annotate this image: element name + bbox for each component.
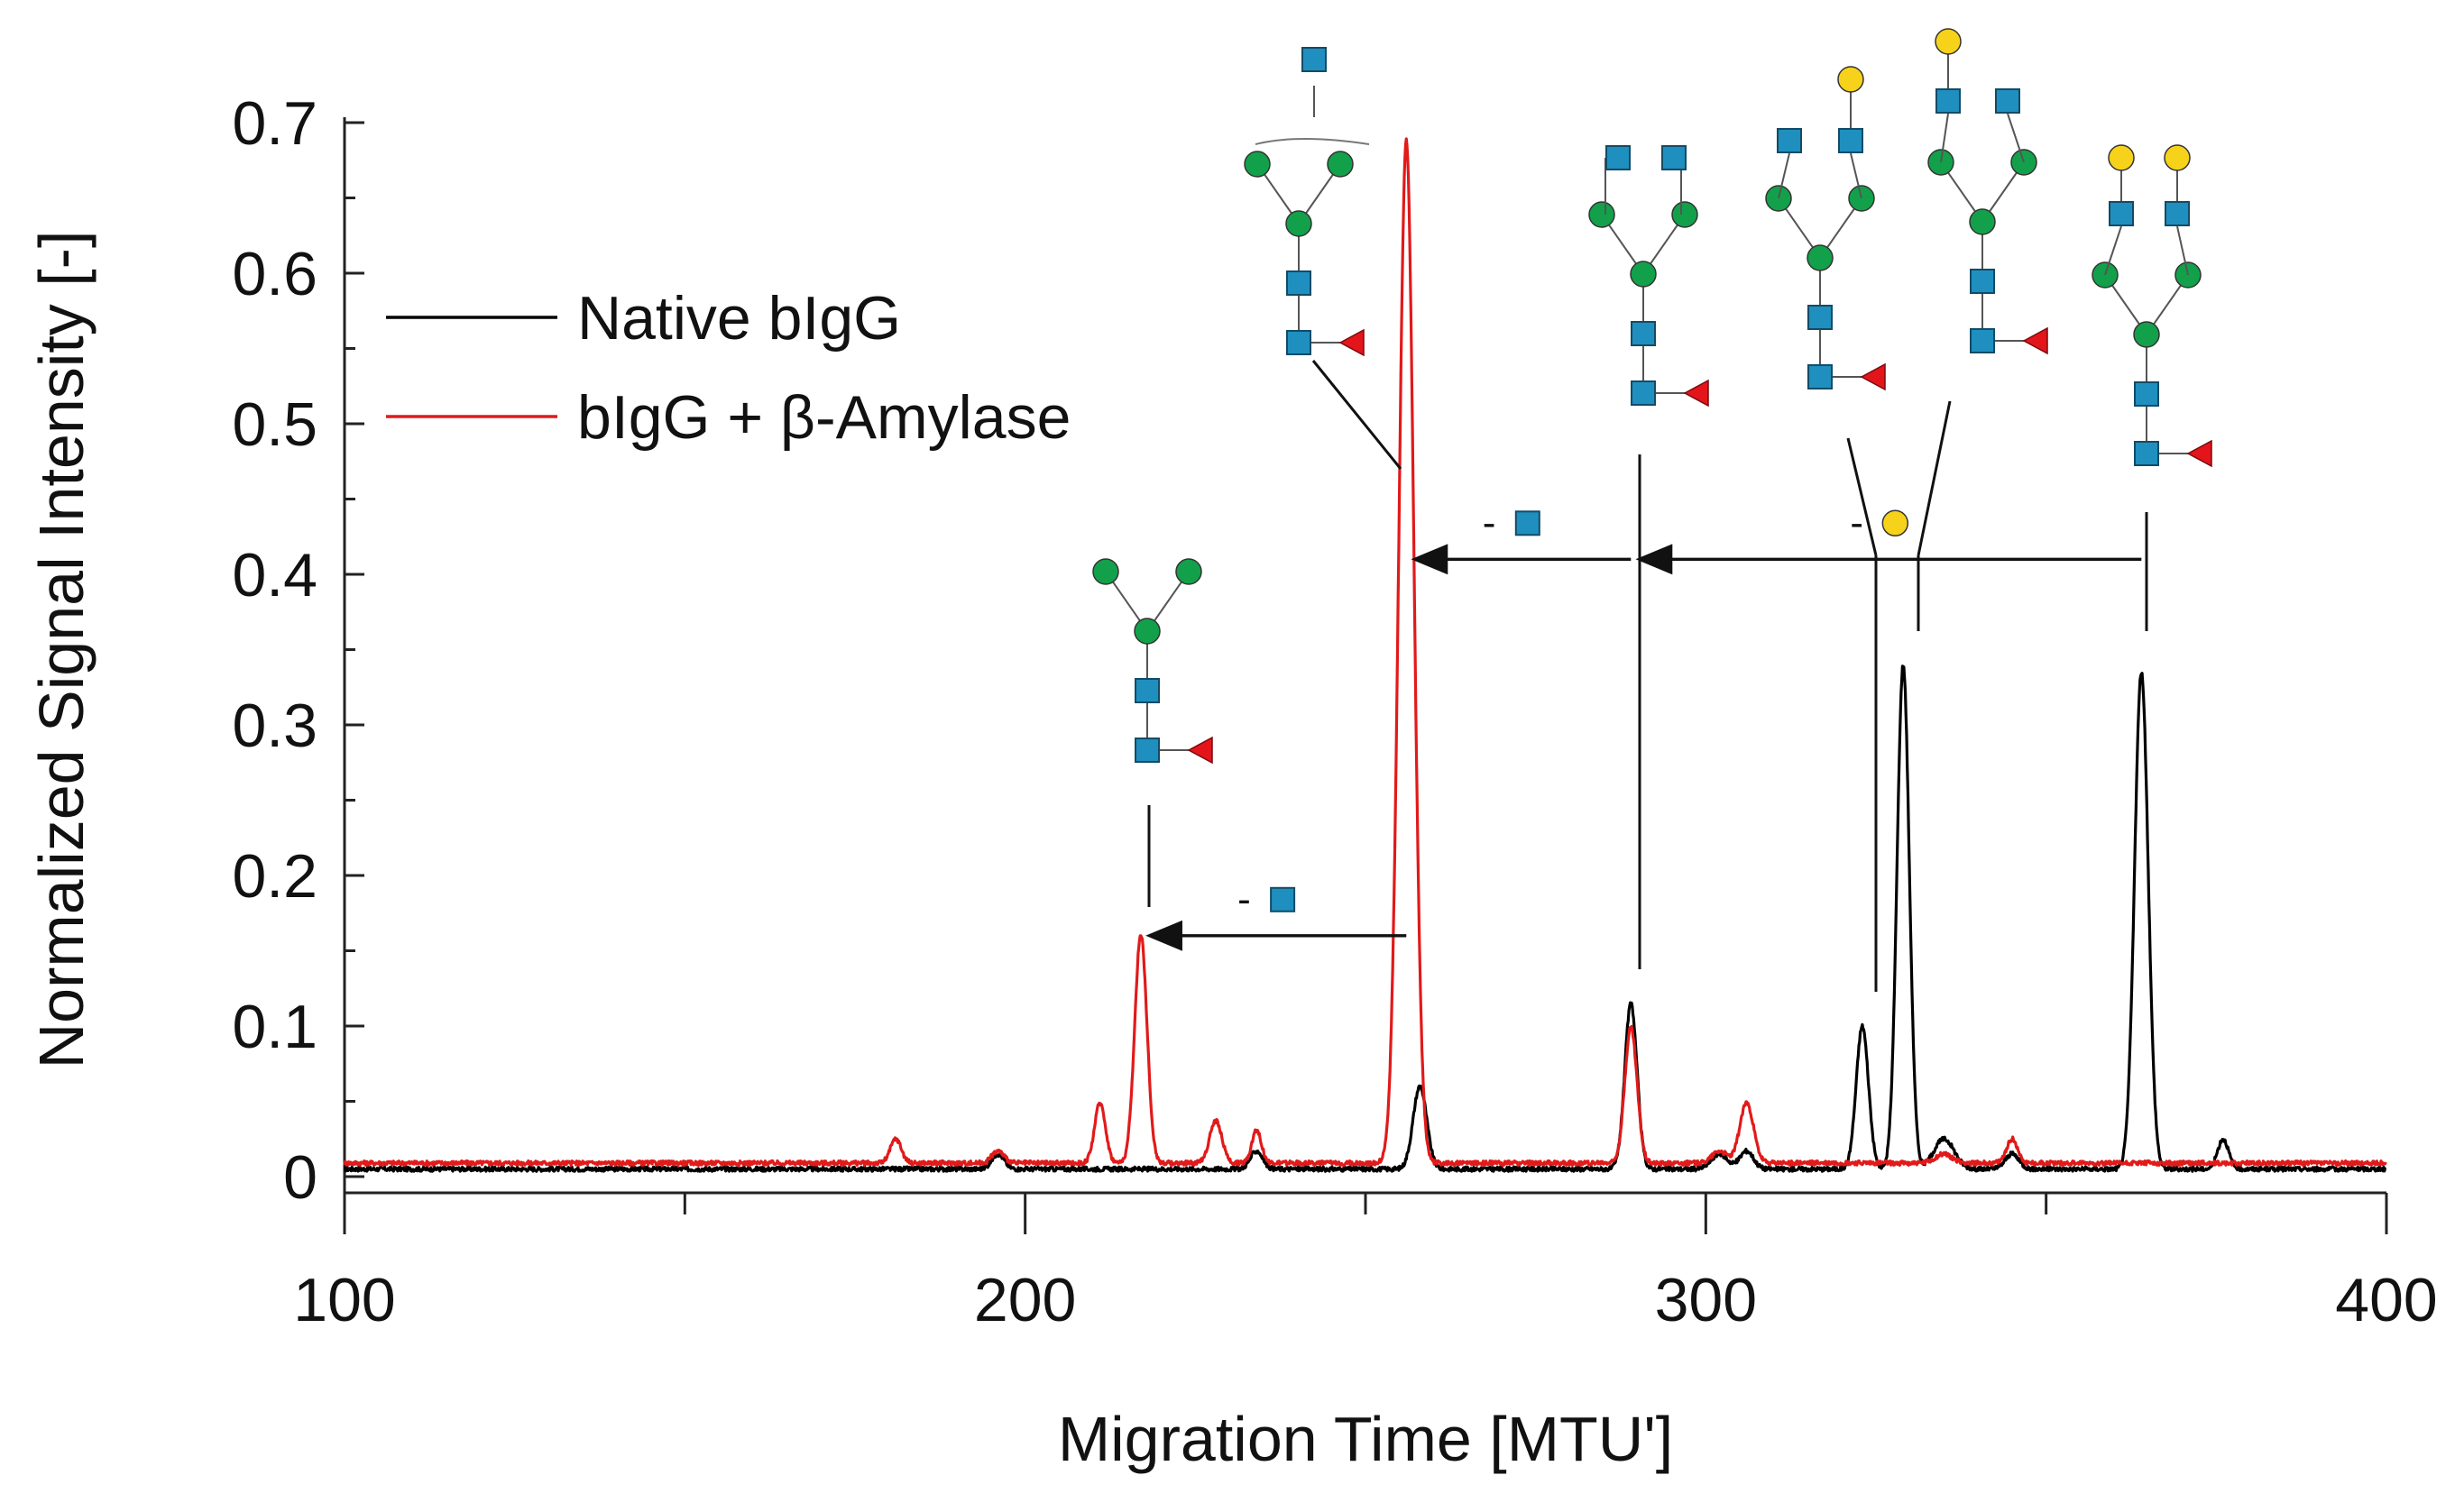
glycan-bond <box>1778 152 1790 199</box>
glcnac-square-icon <box>2134 441 2159 466</box>
glycan-structure-3 <box>1765 66 1886 992</box>
glycan-bond <box>1940 113 1949 163</box>
galactose-circle-icon <box>1837 66 1864 93</box>
fucose-triangle-icon <box>1187 736 1213 765</box>
mannose-circle-icon <box>1327 151 1354 178</box>
glcnac-square-icon <box>1777 128 1802 153</box>
legend-label-1: bIgG + β-Amylase <box>577 383 1071 452</box>
y-tick-label: 0.7 <box>232 89 317 158</box>
axes-layer: 0 0.1 0.2 0.3 0.4 0.5 0.6 0.7 100 200 300 400 Migrat… <box>26 89 2438 1474</box>
series-bigg-beta-amylase <box>343 137 2387 1168</box>
glcnac-square-icon <box>2165 201 2190 226</box>
removed-galactose-icon <box>1881 509 1909 537</box>
glcnac-square-icon <box>1135 678 1160 703</box>
glcnac-square-icon <box>1807 364 1833 389</box>
glcnac-square-icon <box>1286 270 1311 296</box>
removed-glcnac-icon <box>1270 886 1296 912</box>
glycan-structure-5 <box>2092 144 2212 631</box>
galactose-circle-icon <box>2108 144 2135 171</box>
y-tick-label: 0.5 <box>232 390 317 459</box>
glycan-bond <box>2176 225 2189 276</box>
x-tick-label: 400 <box>2335 1266 2437 1334</box>
glycan-bond <box>2104 225 2122 276</box>
galactose-circle-icon <box>2164 144 2191 171</box>
legend: Native bIgG bIgG + β-Amylase <box>386 284 1071 452</box>
glcnac-square-icon <box>1661 145 1687 170</box>
y-tick-label: 0 <box>283 1143 317 1212</box>
glycan-structure-1 <box>1244 47 1402 470</box>
glcnac-square-icon <box>1286 330 1311 355</box>
arrow-minus-label-0: - <box>1850 500 1863 545</box>
glcnac-square-icon <box>1807 305 1833 330</box>
y-tick-label: 0.6 <box>232 240 317 308</box>
structure-pointer <box>1917 400 1952 556</box>
glycan-bond <box>2007 113 2025 163</box>
structure-pointer <box>1311 360 1402 470</box>
glcnac-square-icon <box>1935 88 1961 114</box>
glcnac-square-icon <box>2109 201 2134 226</box>
glcnac-square-icon <box>1631 380 1656 406</box>
y-tick-label: 0.4 <box>232 541 317 609</box>
fucose-triangle-icon <box>1683 379 1709 408</box>
fucose-triangle-icon <box>1860 362 1886 391</box>
x-tick-label: 300 <box>1655 1266 1757 1334</box>
mannose-circle-icon <box>1092 558 1119 585</box>
glycan-structure-4 <box>1917 28 2048 631</box>
mannose-circle-icon <box>1807 244 1834 271</box>
glcnac-square-icon <box>1995 88 2020 114</box>
glcnac-square-icon <box>1605 145 1631 170</box>
glcnac-square-icon <box>1301 47 1327 72</box>
glcnac-square-icon <box>2134 381 2159 407</box>
removed-glcnac-icon <box>1514 510 1540 536</box>
glcnac-square-icon <box>1970 328 1995 353</box>
mannose-circle-icon <box>1671 201 1698 228</box>
y-axis-title: Normalized Signal Intensity [-] <box>26 231 97 1069</box>
y-tick-label: 0.3 <box>232 692 317 760</box>
x-tick-label: 200 <box>974 1266 1076 1334</box>
y-tick-label: 0.2 <box>232 842 317 911</box>
glycan-structure-0 <box>1092 558 1213 907</box>
mannose-circle-icon <box>1285 210 1312 237</box>
arrow-minus-label-2: - <box>1237 877 1251 921</box>
fucose-triangle-icon <box>1338 328 1365 357</box>
annotation-layer: - - - <box>1092 28 2212 992</box>
mannose-circle-icon <box>1630 261 1657 288</box>
arrow-minus-label-1: - <box>1483 500 1496 545</box>
mannose-circle-icon <box>2133 321 2160 348</box>
mannose-circle-icon <box>1588 201 1615 228</box>
legend-label-0: Native bIgG <box>577 284 901 353</box>
mannose-circle-icon <box>1134 618 1161 645</box>
galactose-circle-icon <box>1935 28 1962 55</box>
glycan-bond <box>1850 152 1862 199</box>
y-tick-label: 0.1 <box>232 993 317 1061</box>
x-tick-label: 100 <box>293 1266 395 1334</box>
glcnac-square-icon <box>1970 269 1995 294</box>
glcnac-square-icon <box>1631 321 1656 346</box>
x-axis-title: Migration Time [MTU'] <box>1058 1404 1673 1474</box>
series-native-bigg <box>344 664 2387 1173</box>
mannose-circle-icon <box>1244 151 1271 178</box>
glycan-structure-2 <box>1588 145 1709 969</box>
glcnac-square-icon <box>1838 128 1863 153</box>
series-layer <box>343 137 2387 1173</box>
fucose-triangle-icon <box>2186 439 2212 468</box>
mannose-circle-icon <box>1969 208 1996 235</box>
bracket-line <box>1255 138 1370 145</box>
structure-pointer <box>1846 437 1878 556</box>
mannose-circle-icon <box>1175 558 1202 585</box>
glcnac-square-icon <box>1135 738 1160 763</box>
fucose-triangle-icon <box>2022 326 2048 355</box>
